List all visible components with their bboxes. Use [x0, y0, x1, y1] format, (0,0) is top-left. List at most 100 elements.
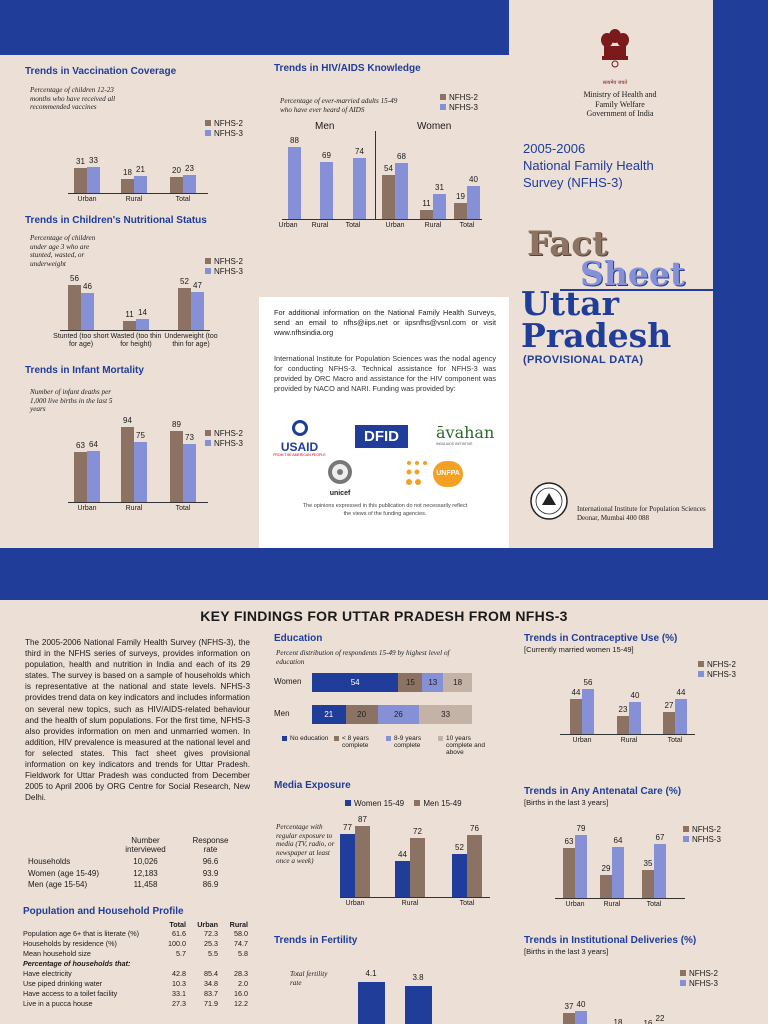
category-label: Urban: [385, 222, 405, 229]
category-label: Stunted (too short for age): [53, 333, 109, 348]
bar-ch-vacc-0-0: [74, 168, 87, 193]
profile-cell: Have electricity: [23, 969, 72, 978]
bar-ch-hiv-2-1: [353, 158, 366, 219]
fertility-note: Total fertility rate: [290, 970, 328, 987]
interview-cell: 96.6: [202, 857, 219, 866]
unicef-globe-icon: [328, 460, 352, 484]
institutional-title: Trends in Institutional Deliveries (%): [524, 935, 697, 946]
unfpa-dots-icon: [406, 461, 427, 485]
bar-ch-hiv-5-0: [454, 203, 467, 219]
fertility-chart: 4.1 3.8: [350, 969, 440, 1024]
profile-cell: 25.3: [204, 939, 218, 948]
profile-cell: 2.0: [238, 979, 248, 988]
provisional-label: (PROVISIONAL DATA): [523, 354, 644, 366]
profile-cell: 16.0: [234, 989, 248, 998]
profile-cell: 74.7: [234, 939, 248, 948]
info-contact: For additional information on the Nation…: [274, 308, 496, 337]
bar-ch-nutr-2-1: [191, 292, 204, 330]
value-label: 56: [583, 678, 593, 688]
category-label: Total: [459, 222, 475, 229]
bar-ch-hiv-3-0: [382, 174, 395, 219]
fact-sheet-rule: [560, 289, 713, 291]
x-axis: [555, 898, 685, 899]
usaid-seal-icon: [291, 420, 308, 436]
bar-ch-nutr-2-0: [178, 288, 191, 330]
bar-ch-media-0-1: [355, 825, 370, 897]
bar-ch-hiv-0-1: [288, 146, 301, 219]
bar-ch-ante-0-0: [563, 847, 575, 898]
hiv-divider: [375, 131, 376, 219]
category-label: Urban: [77, 505, 97, 512]
bar-ch-media-2-0: [452, 854, 467, 897]
bar-ch-contra-0-0: [570, 698, 582, 734]
profile-cell: Mean household size: [23, 949, 91, 958]
bar-ch-vacc-2-0: [170, 177, 183, 193]
value-label: 46: [83, 282, 92, 292]
value-label: 40: [576, 1000, 586, 1009]
mortality-title: Trends in Infant Mortality: [25, 365, 144, 376]
profile-title: Population and Household Profile: [23, 906, 184, 917]
profile-cell: 27.3: [172, 999, 186, 1008]
value-label: 21: [136, 165, 145, 175]
state-name-line2: Pradesh: [521, 316, 672, 355]
education-legend-item: No education: [282, 735, 334, 742]
value-label: 31: [76, 157, 85, 167]
contraceptive-chart: 44 56 Urban 23 40 Rural 27 44 Total: [560, 678, 695, 744]
antenatal-legend: NFHS-2 NFHS-3: [683, 825, 721, 845]
bar-ch-hiv-4-0: [420, 209, 433, 219]
education-note: Percent distribution of respondents 15-4…: [276, 649, 450, 666]
unicef-logo: unicef: [322, 458, 358, 497]
value-label: 67: [655, 833, 665, 843]
bar-ch-nutr-0-0: [68, 285, 81, 330]
profile-cell: 33.1: [172, 989, 186, 998]
value-label: 4.1: [365, 969, 377, 978]
iips-seal-icon: [530, 482, 568, 520]
profile-subheading: Percentage of households that:: [23, 959, 131, 968]
bar-ch-mort-1-1: [134, 442, 147, 502]
value-label: 56: [70, 274, 79, 284]
value-label: 87: [358, 814, 367, 824]
education-segment-1-1: 20: [345, 705, 378, 724]
education-legend: No education < 8 years complete 8-9 years …: [282, 735, 485, 763]
bar-ch-contra-1-1: [629, 702, 641, 734]
x-axis: [340, 897, 490, 898]
value-label: 31: [435, 182, 444, 192]
profile-cell: 10.3: [172, 979, 186, 988]
profile-cell: 5.5: [208, 949, 218, 958]
value-label: 23: [618, 704, 628, 714]
value-label: 72: [413, 826, 422, 836]
interview-cell: Women (age 15-49): [28, 868, 99, 878]
category-label: Total: [646, 901, 662, 908]
interview-cell: 86.9: [202, 880, 219, 889]
interview-cell: 11,458: [133, 880, 158, 889]
value-label: 19: [456, 192, 465, 202]
x-axis: [560, 734, 695, 735]
media-legend-men: Men 15-49: [414, 799, 462, 808]
x-axis: [60, 330, 210, 331]
education-legend-item: 10 years complete and above: [438, 735, 490, 756]
category-label: Total: [345, 222, 361, 229]
nutrition-chart: 56 46 Stunted (too short for age) 11 14 Waste…: [53, 274, 217, 348]
bar-ch-mort-1-0: [121, 426, 134, 502]
value-label: 89: [172, 419, 181, 429]
interview-header-rate: Response rate: [192, 836, 229, 854]
value-label: 74: [355, 147, 364, 157]
value-label: 79: [576, 823, 586, 833]
bar-ch-ante-2-1: [654, 844, 666, 898]
media-legend-women: Women 15-49: [345, 799, 404, 808]
value-label: 76: [470, 823, 479, 833]
value-label: 11: [125, 310, 134, 320]
vaccination-note: Percentage of children 12-23 months who …: [30, 86, 116, 111]
category-label: Urban: [565, 901, 585, 908]
value-label: 68: [397, 152, 406, 162]
profile-cell: 83.7: [204, 989, 218, 998]
iips-address: International Institute for Population S…: [577, 505, 706, 522]
usaid-logo: USAID FROM THE AMERICAN PEOPLE: [272, 419, 327, 459]
profile-cell: 61.6: [172, 929, 186, 938]
profile-row: Use piped drinking water 10.3 34.8 2.0: [23, 979, 250, 989]
ashoka-emblem-icon: [601, 29, 629, 68]
interview-cell: Men (age 15-54): [28, 880, 88, 889]
bar-ch-mort-0-1: [87, 450, 100, 502]
value-label: 88: [290, 135, 299, 145]
education-category: Women: [274, 677, 302, 686]
